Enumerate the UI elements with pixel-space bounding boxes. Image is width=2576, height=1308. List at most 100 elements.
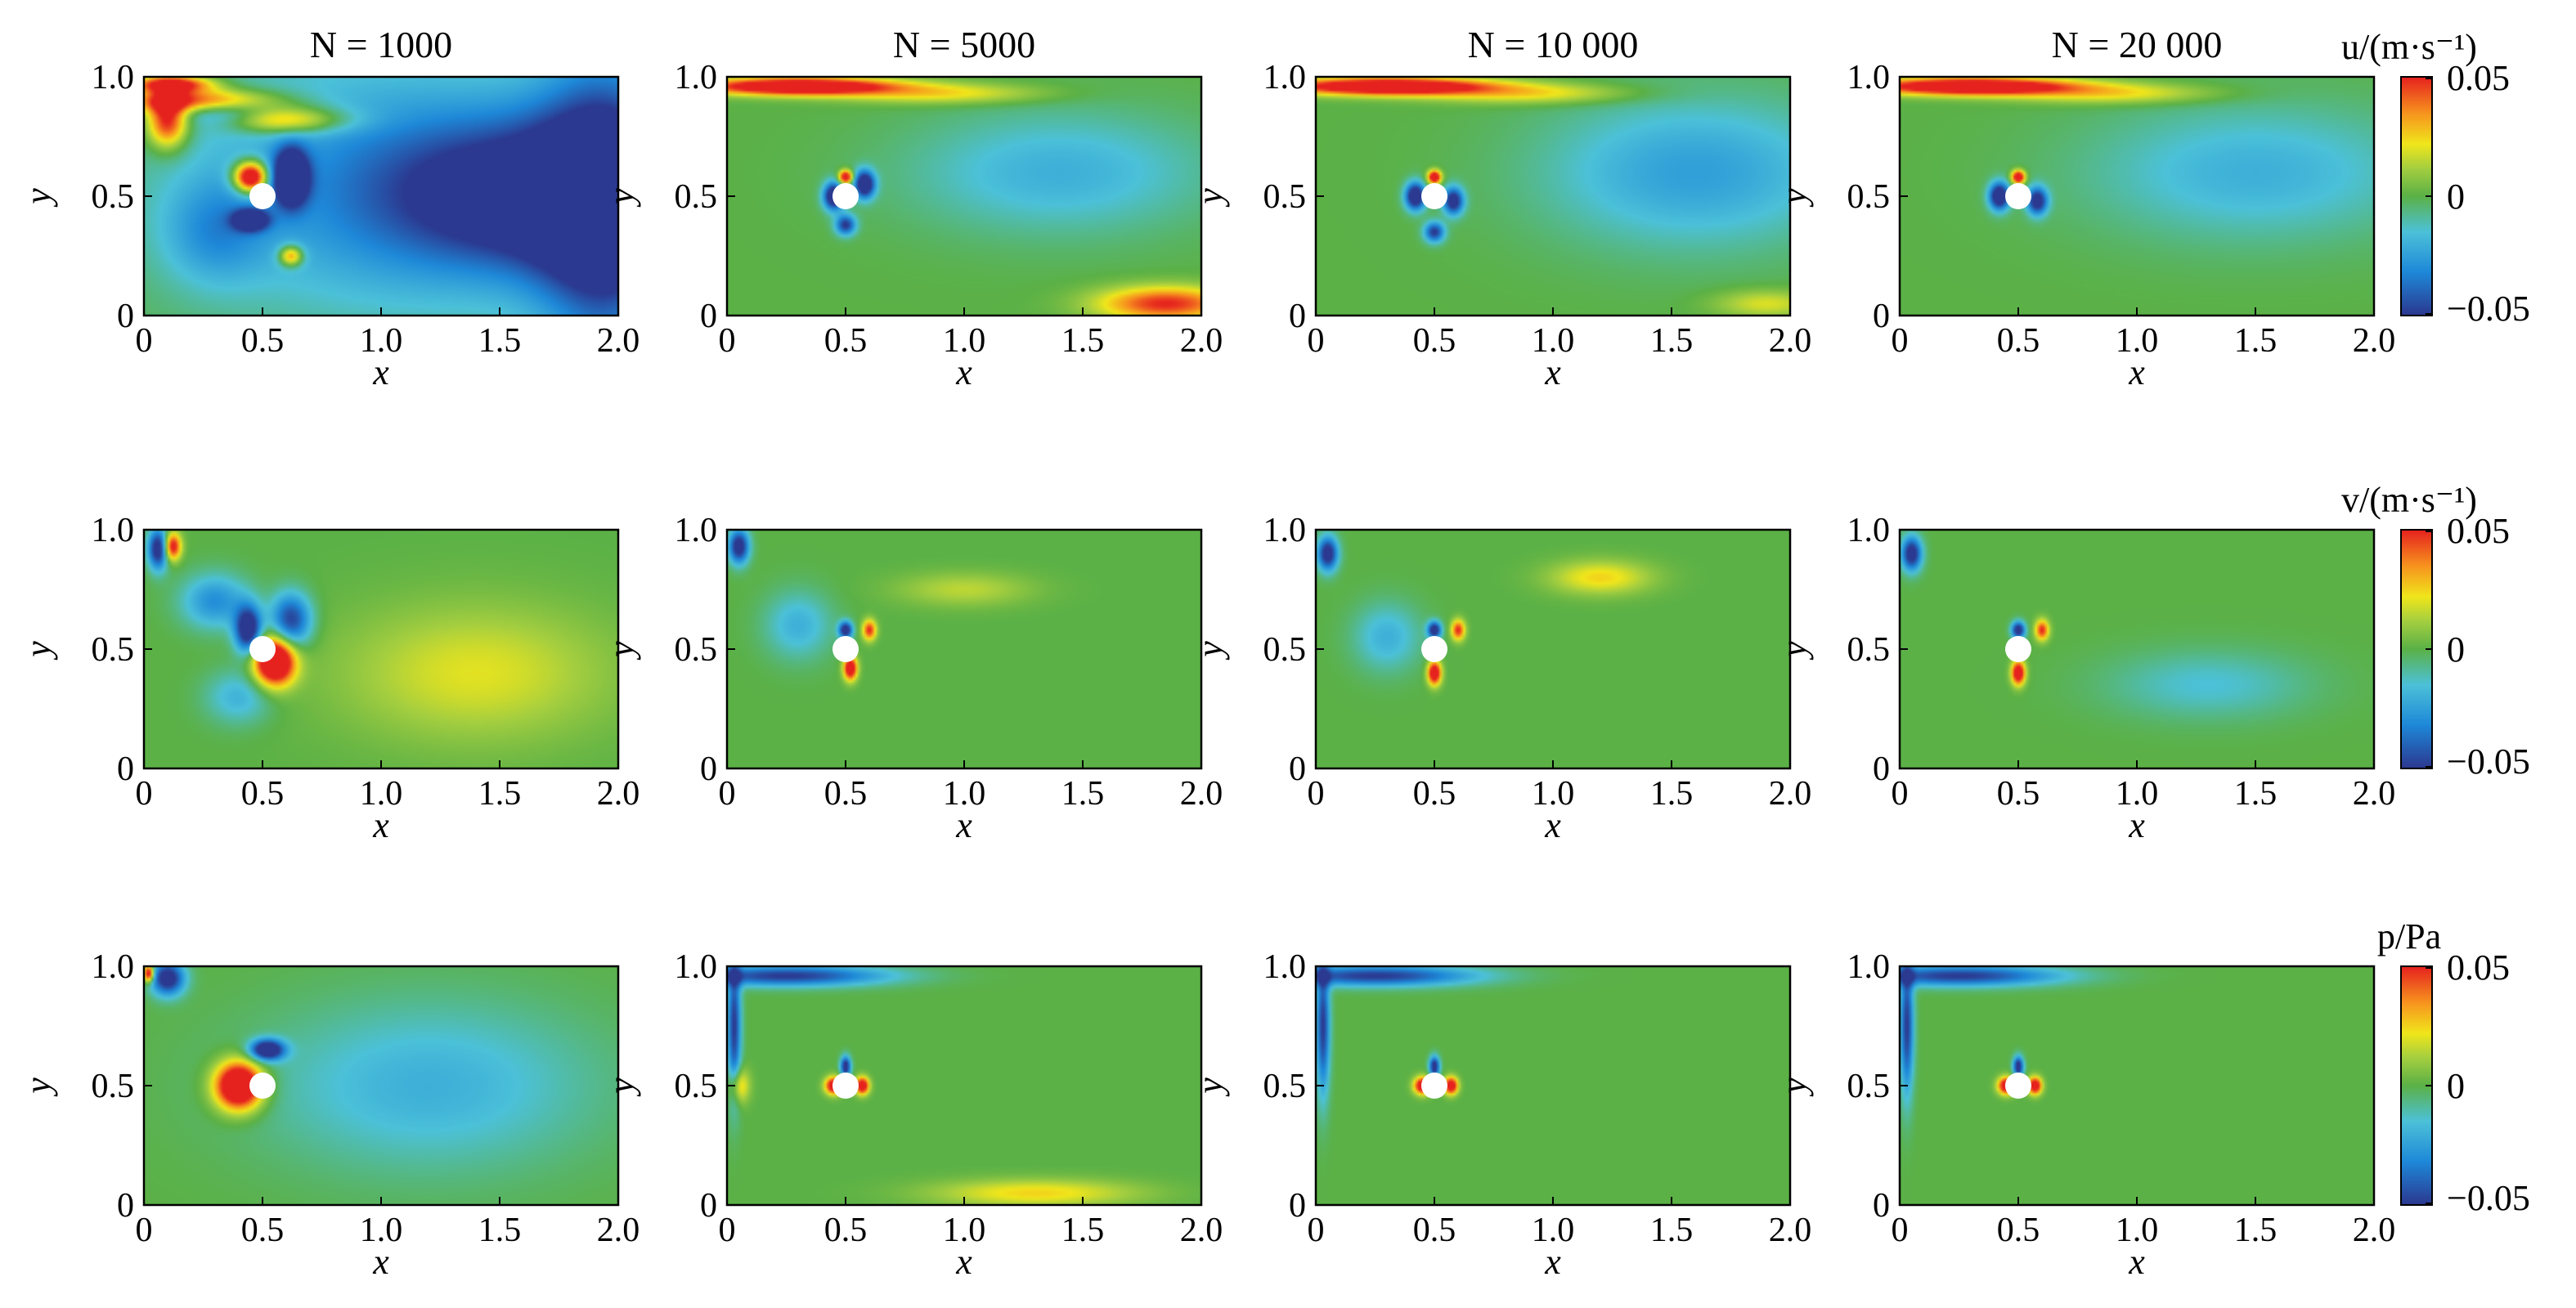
- heatmap-field: [1316, 966, 1790, 1205]
- x-tick-label: 1.5: [2234, 1212, 2278, 1249]
- x-tick-label: 1.0: [360, 775, 403, 813]
- y-axis-label: y: [601, 188, 641, 208]
- x-axis-label: x: [955, 1242, 972, 1282]
- x-tick-label: 2.0: [2353, 775, 2396, 813]
- y-tick-label: 1.0: [92, 59, 135, 96]
- panel-p-20000: 0 0.5 1.0 1.5 2.000.51.0xy: [1774, 948, 2395, 1282]
- x-tick-label: 0.5: [241, 775, 285, 813]
- y-tick-label: 0: [700, 298, 717, 335]
- cylinder-obstacle: [249, 183, 276, 209]
- x-tick-label: 1.5: [2234, 322, 2278, 360]
- x-axis-label: x: [2128, 805, 2145, 845]
- colorbar-tick-label: 0: [2447, 1066, 2465, 1106]
- y-tick-label: 0: [1873, 1187, 1890, 1225]
- x-tick-label: 0: [136, 322, 153, 360]
- heatmap-field: [144, 530, 618, 768]
- x-tick-label: 1.0: [1532, 1212, 1575, 1249]
- cylinder-obstacle: [2005, 1073, 2031, 1099]
- y-axis-label: y: [1774, 188, 1814, 208]
- x-tick-label: 1.0: [1532, 775, 1575, 813]
- heatmap-field: [727, 530, 1201, 768]
- x-axis-label: x: [372, 352, 389, 392]
- y-tick-label: 0.5: [1847, 178, 1891, 216]
- y-axis-label: y: [18, 188, 58, 208]
- panel-p-10000: 0 0.5 1.0 1.5 2.000.51.0xy: [1190, 948, 1811, 1282]
- x-tick-label: 1.5: [2234, 775, 2278, 813]
- x-tick-label: 1.5: [1650, 775, 1694, 813]
- x-tick-label: 0: [1308, 1212, 1325, 1249]
- panel-u-1000: 0 0.5 1.0 1.5 2.000.51.0xy: [18, 59, 640, 392]
- y-tick-label: 0: [1289, 1187, 1306, 1225]
- colorbar-tick-label: 0.05: [2447, 947, 2510, 988]
- x-tick-label: 0: [719, 1212, 736, 1249]
- y-tick-label: 0: [700, 1187, 717, 1225]
- x-tick-label: 1.5: [478, 1212, 522, 1249]
- cylinder-obstacle: [832, 636, 859, 662]
- y-tick-label: 0.5: [92, 631, 135, 669]
- y-axis-label: y: [1774, 641, 1814, 661]
- x-axis-label: x: [2128, 352, 2145, 392]
- panel-v-20000: 0 0.5 1.0 1.5 2.000.51.0xy: [1774, 512, 2395, 845]
- y-tick-label: 0: [1289, 298, 1306, 335]
- y-tick-label: 1.0: [1263, 948, 1307, 986]
- x-tick-label: 0: [136, 1212, 153, 1249]
- x-tick-label: 0: [1308, 775, 1325, 813]
- x-tick-label: 1.0: [1532, 322, 1575, 360]
- y-tick-label: 0.5: [1263, 178, 1307, 216]
- colorbar-p: p/Pa0.05 0 −0.05: [2377, 916, 2530, 1218]
- heatmap-field: [144, 77, 618, 316]
- panel-u-5000: 0 0.5 1.0 1.5 2.000.51.0xy: [601, 59, 1223, 392]
- y-tick-label: 0: [117, 1187, 134, 1225]
- x-tick-label: 0.5: [1997, 1212, 2040, 1249]
- cylinder-obstacle: [1421, 636, 1447, 662]
- y-axis-label: y: [1774, 1077, 1814, 1097]
- x-tick-label: 2.0: [597, 775, 640, 813]
- x-tick-label: 0.5: [1413, 1212, 1456, 1249]
- x-tick-label: 2.0: [1769, 1212, 1812, 1249]
- x-tick-label: 0.5: [1997, 322, 2040, 360]
- x-tick-label: 1.5: [1650, 1212, 1694, 1249]
- heatmap-field: [144, 966, 618, 1205]
- x-tick-label: 1.0: [360, 1212, 403, 1249]
- y-tick-label: 0: [117, 298, 134, 335]
- y-tick-label: 1.0: [675, 59, 718, 96]
- y-tick-label: 0.5: [1263, 1068, 1307, 1105]
- x-tick-label: 2.0: [1180, 1212, 1223, 1249]
- x-tick-label: 1.0: [943, 322, 986, 360]
- column-title: N = 1000: [310, 24, 452, 65]
- panel-u-20000: 0 0.5 1.0 1.5 2.000.51.0xy: [1774, 59, 2395, 392]
- y-tick-label: 0: [117, 750, 134, 788]
- x-tick-label: 1.0: [943, 775, 986, 813]
- column-title: N = 5000: [893, 24, 1035, 65]
- cylinder-obstacle: [249, 1073, 276, 1099]
- panel-u-10000: 0 0.5 1.0 1.5 2.000.51.0xy: [1190, 59, 1811, 392]
- x-axis-label: x: [955, 352, 972, 392]
- x-axis-label: x: [2128, 1242, 2145, 1282]
- y-tick-label: 0: [700, 750, 717, 788]
- y-axis-label: y: [18, 641, 58, 661]
- y-tick-label: 1.0: [1847, 59, 1891, 96]
- colorbar-tick-label: 0: [2447, 629, 2465, 670]
- column-title: N = 10 000: [1468, 24, 1639, 65]
- panel-p-1000: 0 0.5 1.0 1.5 2.000.51.0xy: [18, 948, 640, 1282]
- x-axis-label: x: [372, 1242, 389, 1282]
- heatmap-field: [727, 966, 1201, 1205]
- y-tick-label: 0: [1873, 750, 1890, 788]
- x-tick-label: 1.0: [2116, 322, 2159, 360]
- x-tick-label: 1.0: [943, 1212, 986, 1249]
- x-tick-label: 1.0: [360, 322, 403, 360]
- y-axis-label: y: [1190, 188, 1230, 208]
- y-tick-label: 1.0: [1263, 59, 1307, 96]
- x-tick-label: 1.5: [1061, 775, 1105, 813]
- y-tick-label: 1.0: [1263, 512, 1307, 549]
- x-tick-label: 2.0: [597, 322, 640, 360]
- x-tick-label: 0.5: [1413, 775, 1456, 813]
- x-tick-label: 0: [136, 775, 153, 813]
- heatmap-field: [1900, 966, 2374, 1205]
- x-axis-label: x: [1544, 805, 1561, 845]
- panel-v-5000: 0 0.5 1.0 1.5 2.000.51.0xy: [601, 512, 1223, 845]
- colorbar-title: p/Pa: [2377, 916, 2441, 956]
- cylinder-obstacle: [2005, 183, 2031, 209]
- x-tick-label: 0: [1892, 1212, 1909, 1249]
